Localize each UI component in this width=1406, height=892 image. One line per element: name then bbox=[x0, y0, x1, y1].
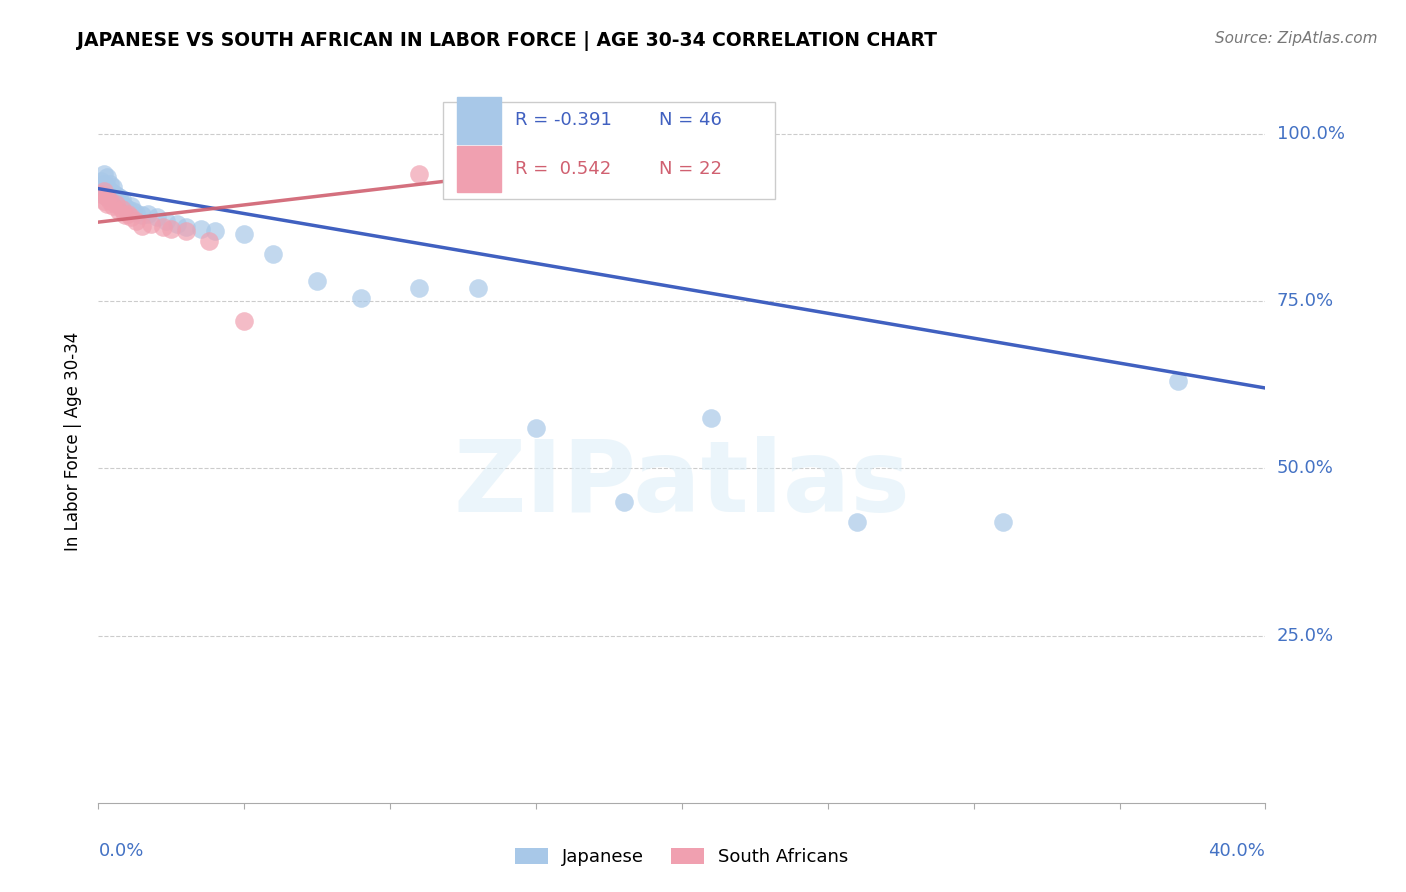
Point bbox=[108, 203, 131, 218]
Point bbox=[93, 184, 115, 198]
Point bbox=[96, 184, 118, 198]
Point bbox=[90, 187, 112, 202]
Point bbox=[93, 194, 115, 208]
FancyBboxPatch shape bbox=[443, 102, 775, 200]
Point bbox=[262, 247, 284, 261]
Point bbox=[98, 194, 121, 208]
Point bbox=[93, 177, 115, 191]
Point bbox=[96, 190, 118, 204]
Point bbox=[1167, 375, 1189, 389]
Point bbox=[174, 224, 197, 238]
Point bbox=[93, 187, 115, 202]
Point bbox=[467, 281, 489, 295]
Point bbox=[96, 180, 118, 194]
Point bbox=[98, 184, 121, 198]
Point bbox=[104, 197, 127, 211]
Point bbox=[139, 217, 162, 231]
Point bbox=[114, 201, 136, 215]
Point bbox=[104, 188, 127, 202]
Point bbox=[233, 227, 256, 242]
Point bbox=[93, 167, 115, 181]
Text: ZIPatlas: ZIPatlas bbox=[454, 436, 910, 533]
Point bbox=[524, 421, 547, 435]
Point bbox=[125, 214, 148, 228]
Text: 25.0%: 25.0% bbox=[1277, 626, 1334, 645]
Y-axis label: In Labor Force | Age 30-34: In Labor Force | Age 30-34 bbox=[65, 332, 83, 551]
Point bbox=[204, 224, 226, 238]
Point bbox=[101, 186, 124, 200]
Point bbox=[96, 170, 118, 185]
Text: 0.0%: 0.0% bbox=[98, 842, 143, 860]
Point bbox=[233, 314, 256, 328]
Point bbox=[307, 274, 329, 288]
Point bbox=[108, 190, 131, 204]
Point bbox=[408, 167, 430, 181]
Point bbox=[122, 203, 145, 218]
Point bbox=[98, 187, 121, 202]
Text: Source: ZipAtlas.com: Source: ZipAtlas.com bbox=[1215, 31, 1378, 46]
Text: R = -0.391: R = -0.391 bbox=[515, 111, 612, 128]
Legend: Japanese, South Africans: Japanese, South Africans bbox=[508, 840, 856, 873]
Point bbox=[114, 209, 136, 223]
Point bbox=[90, 173, 112, 188]
Text: 50.0%: 50.0% bbox=[1277, 459, 1333, 477]
Point bbox=[136, 207, 159, 221]
Point bbox=[146, 211, 169, 225]
Point bbox=[174, 220, 197, 235]
Point bbox=[408, 281, 430, 295]
Point bbox=[111, 193, 134, 207]
Point bbox=[131, 209, 153, 223]
Text: JAPANESE VS SOUTH AFRICAN IN LABOR FORCE | AGE 30-34 CORRELATION CHART: JAPANESE VS SOUTH AFRICAN IN LABOR FORCE… bbox=[77, 31, 938, 51]
Text: R =  0.542: R = 0.542 bbox=[515, 160, 612, 178]
Text: N = 46: N = 46 bbox=[658, 111, 721, 128]
Point bbox=[190, 222, 212, 236]
Point bbox=[131, 219, 153, 234]
Point bbox=[991, 515, 1014, 529]
Point bbox=[98, 177, 121, 191]
Point bbox=[96, 190, 118, 204]
Point bbox=[101, 199, 124, 213]
Point bbox=[120, 199, 142, 213]
FancyBboxPatch shape bbox=[457, 145, 501, 193]
Point bbox=[90, 180, 112, 194]
Point bbox=[198, 234, 221, 248]
FancyBboxPatch shape bbox=[457, 96, 501, 144]
Point bbox=[166, 217, 188, 231]
Point bbox=[96, 197, 118, 211]
Point bbox=[117, 207, 139, 221]
Point bbox=[846, 515, 869, 529]
Text: 40.0%: 40.0% bbox=[1209, 842, 1265, 860]
Point bbox=[101, 180, 124, 194]
Point bbox=[612, 494, 634, 508]
Point bbox=[111, 202, 134, 216]
Point bbox=[155, 214, 177, 228]
Point bbox=[108, 197, 131, 211]
Point bbox=[117, 202, 139, 216]
Text: 100.0%: 100.0% bbox=[1277, 125, 1344, 143]
Text: 75.0%: 75.0% bbox=[1277, 292, 1334, 310]
Point bbox=[101, 190, 124, 204]
Point bbox=[104, 194, 127, 208]
Point bbox=[160, 222, 183, 236]
Point bbox=[111, 197, 134, 211]
Point bbox=[700, 411, 723, 425]
Point bbox=[125, 206, 148, 220]
Point bbox=[350, 291, 373, 305]
Text: N = 22: N = 22 bbox=[658, 160, 721, 178]
Point bbox=[152, 220, 174, 235]
Point bbox=[120, 211, 142, 225]
